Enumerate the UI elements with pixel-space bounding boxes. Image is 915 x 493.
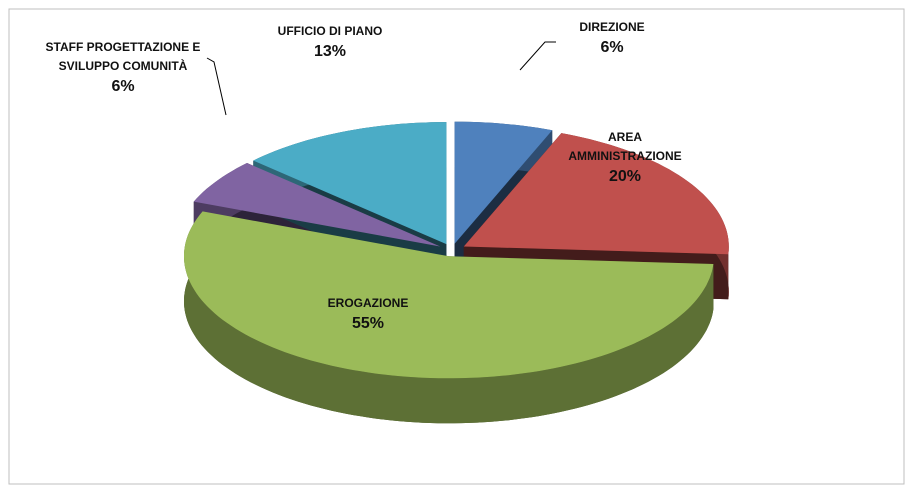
slice-side bbox=[184, 211, 714, 424]
leader-line bbox=[519, 41, 556, 71]
category-label: STAFF PROGETTAZIONE E SVILUPPO COMUNITÀ bbox=[45, 40, 201, 73]
slice bbox=[463, 133, 729, 255]
slice-label: AREA AMMINISTRAZIONE 20% bbox=[555, 128, 695, 188]
value-label: 55% bbox=[351, 315, 385, 332]
slice-label: STAFF PROGETTAZIONE E SVILUPPO COMUNITÀ 6… bbox=[28, 38, 218, 98]
category-label: AREA AMMINISTRAZIONE bbox=[568, 130, 682, 163]
slice-label: UFFICIO DI PIANO 13% bbox=[250, 22, 410, 63]
value-label: 20% bbox=[608, 168, 642, 185]
slice bbox=[193, 163, 441, 247]
category-label: DIREZIONE bbox=[579, 20, 645, 34]
slice bbox=[253, 122, 447, 245]
category-label: UFFICIO DI PIANO bbox=[277, 24, 383, 38]
value-label: 13% bbox=[313, 43, 347, 60]
category-label: EROGAZIONE bbox=[327, 296, 409, 310]
slice-label: EROGAZIONE 55% bbox=[298, 294, 438, 335]
value-label: 6% bbox=[600, 39, 624, 56]
leader-line bbox=[206, 57, 227, 116]
slice bbox=[184, 211, 714, 379]
value-label: 6% bbox=[111, 78, 135, 95]
slice-label: DIREZIONE 6% bbox=[557, 18, 667, 59]
slice bbox=[454, 121, 553, 244]
